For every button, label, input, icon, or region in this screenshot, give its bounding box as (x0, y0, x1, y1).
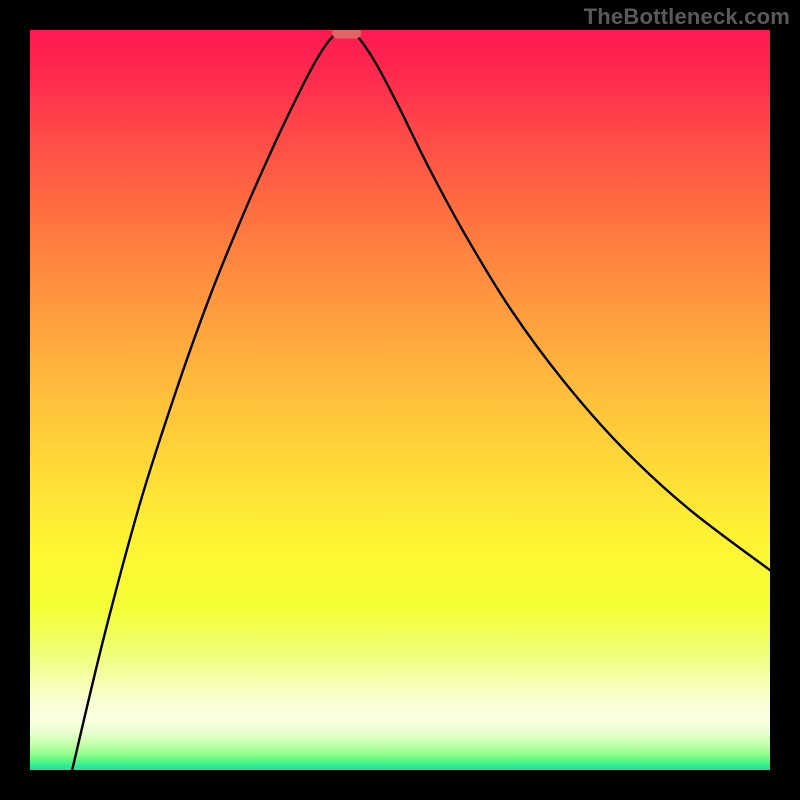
curve-left-branch (72, 34, 335, 770)
curve-layer (30, 30, 770, 770)
plot-area (30, 30, 770, 770)
watermark-text: TheBottleneck.com (584, 4, 790, 30)
curve-right-branch (355, 34, 770, 571)
chart-frame: TheBottleneck.com (0, 0, 800, 800)
valley-marker (332, 30, 362, 39)
